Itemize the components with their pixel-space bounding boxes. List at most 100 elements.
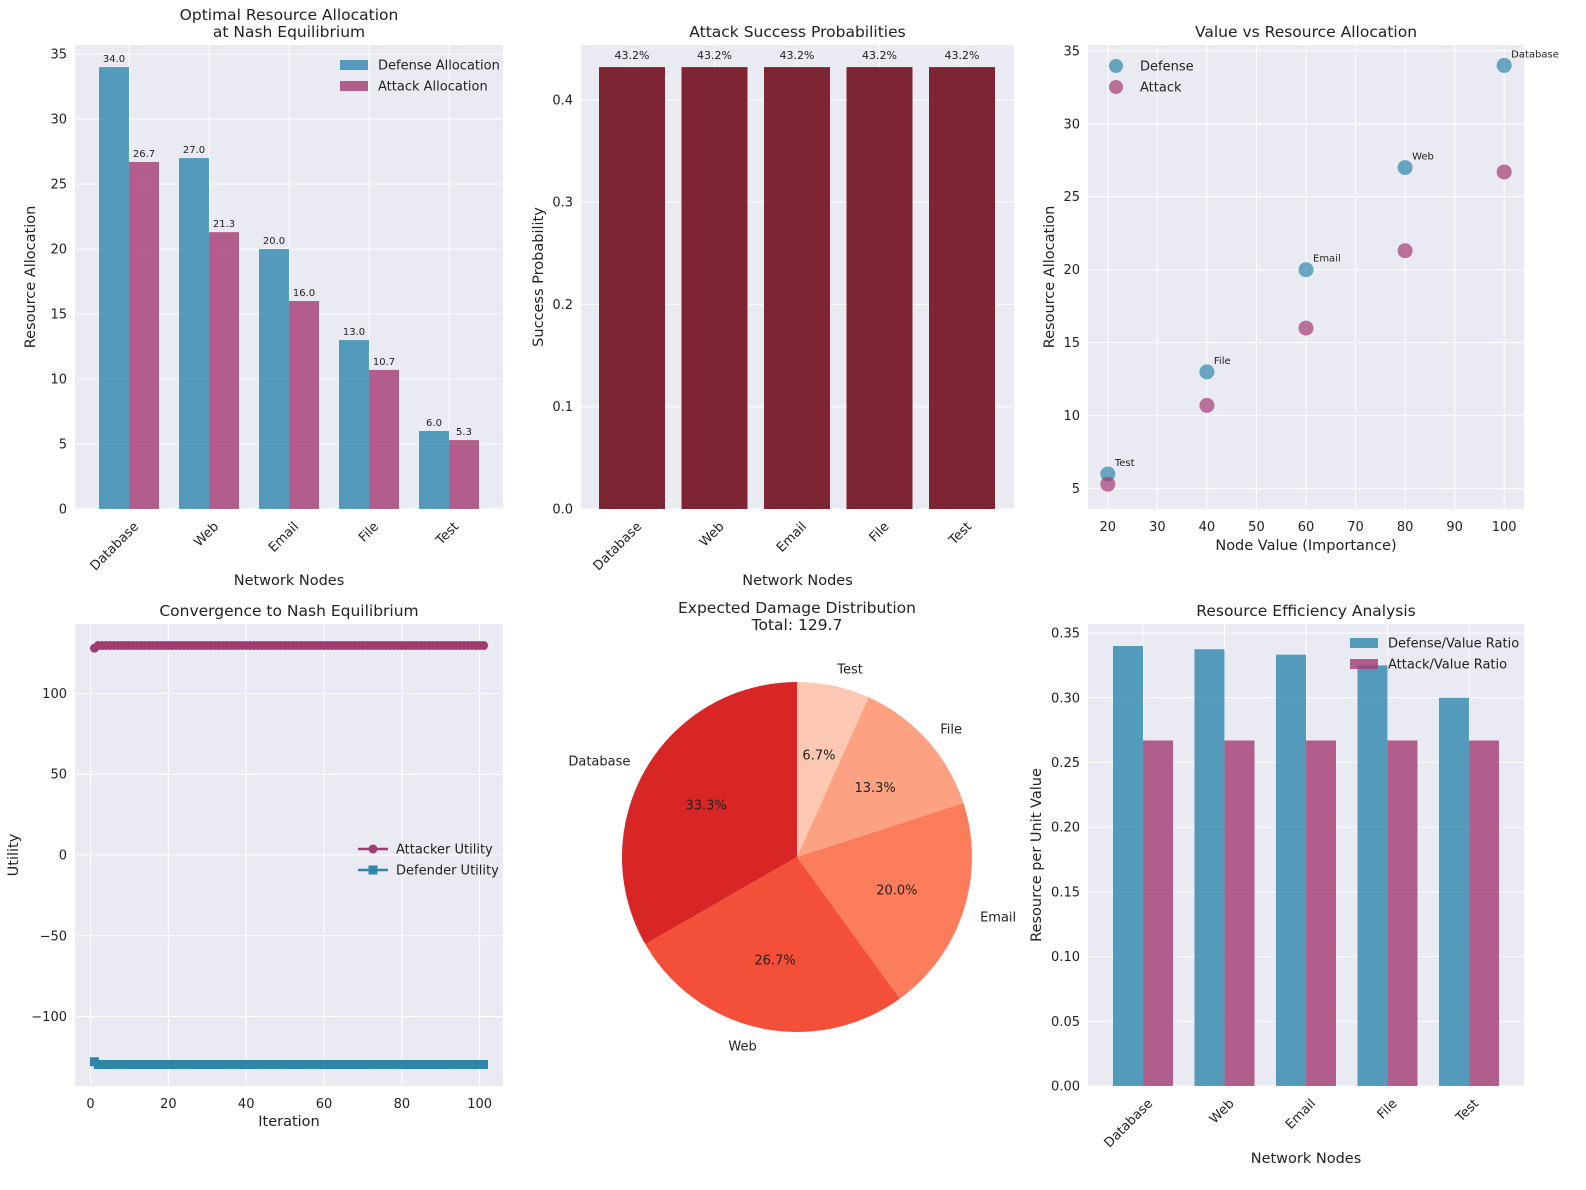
bar xyxy=(419,431,449,509)
y-tick-label: 0.05 xyxy=(1051,1015,1080,1030)
legend-marker xyxy=(1109,59,1123,73)
point-annotation: File xyxy=(1214,356,1231,367)
x-tick-label: 40 xyxy=(238,1097,255,1112)
y-tick-label: 30 xyxy=(50,113,67,128)
x-tick-label: 20 xyxy=(160,1097,177,1112)
y-tick-label: 0.30 xyxy=(1051,691,1080,706)
y-tick-label: 0 xyxy=(59,849,67,864)
x-tick-label: Test xyxy=(433,519,462,548)
x-tick-label: Test xyxy=(1453,1096,1482,1125)
x-tick-label: 70 xyxy=(1347,520,1364,535)
x-tick-label: Database xyxy=(591,519,645,573)
x-axis-label: Network Nodes xyxy=(1251,1151,1362,1167)
chart-resource-efficiency: 0.00 0.05 0.10 0.15 0.20 0.25 0.30 0.35 Database… xyxy=(1029,602,1524,1167)
y-tick-label: 0.1 xyxy=(552,400,573,415)
y-tick-label: 50 xyxy=(50,768,67,783)
bar xyxy=(1438,697,1469,1086)
x-tick-label: Web xyxy=(697,519,728,550)
chart-damage-pie: 33.3% Database 26.7% Web 20.0% Email 13.3% File… xyxy=(568,599,1016,1054)
chart-value-vs-allocation: 5 10 15 20 25 30 35 20 30 40 50 60 70 80 90 100 Database… xyxy=(1042,23,1559,554)
bar xyxy=(764,67,830,509)
y-tick-label: 0.20 xyxy=(1051,821,1080,836)
bar xyxy=(1276,654,1306,1086)
bar xyxy=(99,67,129,509)
y-tick-label: 0.15 xyxy=(1051,885,1080,900)
x-tick-label: 0 xyxy=(86,1097,94,1112)
scatter-point xyxy=(1397,243,1413,259)
point-annotation: Web xyxy=(1412,152,1434,163)
scatter-point xyxy=(1199,364,1215,380)
pie-pct-label: 33.3% xyxy=(685,798,726,813)
scatter-point xyxy=(1496,164,1512,180)
pie-pct-label: 6.7% xyxy=(802,748,835,763)
legend-label: Attack/Value Ratio xyxy=(1388,658,1507,673)
bar-value-label: 43.2% xyxy=(780,49,815,62)
y-tick-label: −100 xyxy=(31,1010,67,1025)
x-tick-label: 100 xyxy=(1492,520,1517,535)
pie-slice xyxy=(645,857,900,1032)
bar-value-label: 43.2% xyxy=(862,49,897,62)
bar xyxy=(1113,646,1144,1086)
bar-value-label: 20.0 xyxy=(263,236,285,247)
chart-title: Attack Success Probabilities xyxy=(689,23,905,41)
legend-label: Defense/Value Ratio xyxy=(1388,637,1519,652)
x-tick-label: Email xyxy=(1283,1096,1319,1132)
x-axis-label: Node Value (Importance) xyxy=(1215,538,1396,554)
bar xyxy=(1306,740,1336,1086)
scatter-point xyxy=(1298,262,1314,278)
bar xyxy=(1357,665,1388,1086)
line-marker xyxy=(479,640,489,650)
x-tick-label: Email xyxy=(774,519,810,555)
bar xyxy=(179,158,209,510)
legend-swatch xyxy=(1350,659,1378,669)
x-axis-label: Iteration xyxy=(258,1114,320,1130)
pie-slice xyxy=(797,802,972,999)
x-tick-label: 20 xyxy=(1100,520,1117,535)
x-tick-label: Web xyxy=(1207,1096,1238,1127)
scatter-point xyxy=(1397,160,1413,176)
y-axis-label: Resource per Unit Value xyxy=(1029,768,1045,942)
x-tick-label: File xyxy=(356,519,382,545)
y-tick-label: 15 xyxy=(50,308,67,323)
x-axis-label: Network Nodes xyxy=(742,573,853,589)
y-tick-label: 5 xyxy=(1072,482,1080,497)
bar xyxy=(259,249,289,509)
y-tick-label: 20 xyxy=(1063,263,1080,278)
scatter-point xyxy=(1199,397,1215,413)
pie-label: File xyxy=(940,722,962,737)
point-annotation: Email xyxy=(1313,254,1341,265)
x-tick-label: Database xyxy=(88,519,142,573)
y-axis-label: Resource Allocation xyxy=(23,206,39,349)
line-marker xyxy=(479,1060,489,1070)
chart-title: Optimal Resource Allocation xyxy=(180,6,399,24)
y-tick-label: 20 xyxy=(50,243,67,258)
bar xyxy=(1143,740,1174,1086)
y-tick-label: 10 xyxy=(50,373,67,388)
chart-attack-success: 0.0 0.1 0.2 0.3 0.4 43.2% 43.2% 43.2% 43.2% 43.2%… xyxy=(531,23,1014,589)
y-tick-label: −50 xyxy=(40,929,67,944)
y-tick-label: 35 xyxy=(1063,44,1080,59)
x-tick-label: 30 xyxy=(1149,520,1166,535)
y-tick-label: 0.10 xyxy=(1051,950,1080,965)
bar-value-label: 21.3 xyxy=(213,219,235,230)
x-tick-label: 80 xyxy=(394,1097,411,1112)
legend-marker xyxy=(368,865,378,875)
x-tick-label: 100 xyxy=(467,1097,492,1112)
bar xyxy=(129,161,159,509)
y-tick-label: 35 xyxy=(50,48,67,63)
bar xyxy=(289,301,319,509)
pie-slice xyxy=(797,697,964,857)
bar xyxy=(681,67,748,509)
y-tick-label: 10 xyxy=(1063,409,1080,424)
legend-label: Attack Allocation xyxy=(378,80,488,95)
chart-title: Total: 129.7 xyxy=(751,616,843,634)
y-tick-label: 5 xyxy=(59,438,67,453)
y-axis-label: Utility xyxy=(6,833,22,876)
point-annotation: Test xyxy=(1114,458,1135,469)
bar-value-label: 34.0 xyxy=(103,54,125,65)
pie-label: Web xyxy=(728,1039,756,1054)
bar-value-label: 27.0 xyxy=(183,145,205,156)
legend-swatch xyxy=(340,60,368,70)
pie-pct-label: 20.0% xyxy=(876,883,917,898)
y-tick-label: 0 xyxy=(59,503,67,518)
